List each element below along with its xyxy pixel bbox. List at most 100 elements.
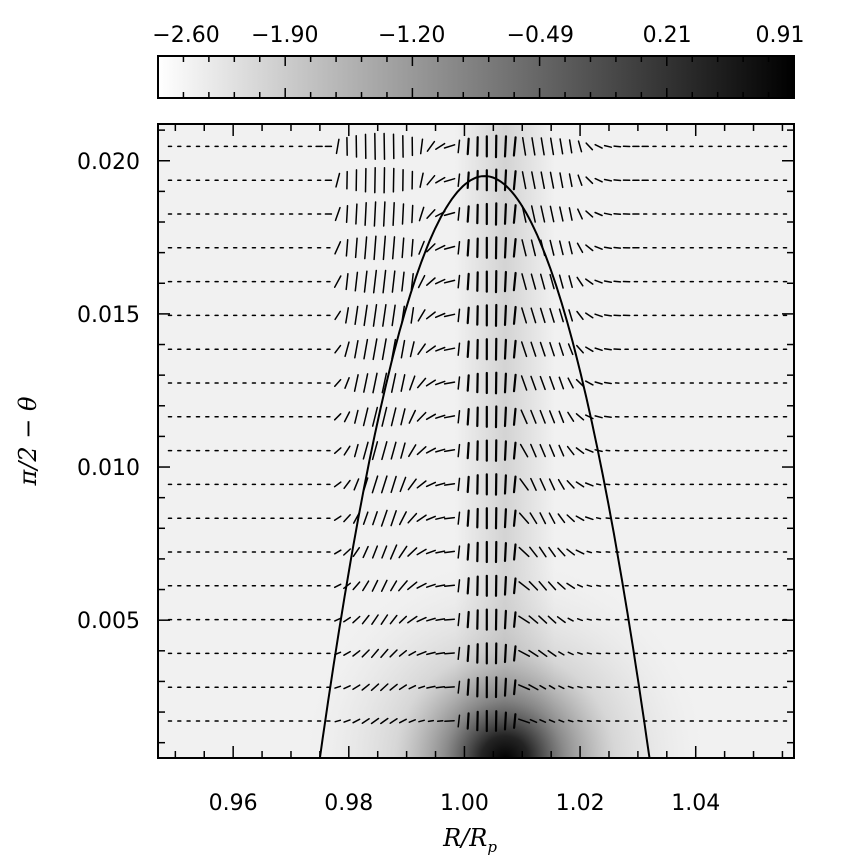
vector-arrow [345, 204, 349, 224]
vector-arrow [567, 685, 574, 689]
vector-arrow [401, 271, 405, 292]
vector-arrow [426, 651, 436, 656]
vector-arrow [518, 581, 530, 591]
colorbar-tick-labels: −2.60 −1.90 −1.20 −0.49 0.21 0.91 [152, 23, 804, 48]
vector-arrow [371, 475, 379, 494]
vector-arrow [407, 615, 418, 624]
vector-arrow [585, 312, 594, 319]
vector-arrow [613, 280, 622, 283]
vector-arrow [503, 643, 507, 664]
vector-arrow [539, 307, 546, 324]
vector-arrow [410, 272, 414, 291]
vector-arrow [530, 341, 537, 357]
y-tick-labels: 0.005 0.010 0.015 0.020 [77, 150, 140, 634]
vector-arrow [594, 381, 603, 385]
vector-arrow [343, 479, 351, 490]
vector-arrow [576, 618, 584, 622]
vector-arrow [595, 483, 602, 486]
vector-arrow [418, 206, 425, 222]
vector-arrow [557, 513, 566, 524]
vector-arrow [466, 678, 470, 696]
vector-arrow [548, 444, 556, 457]
vector-arrow [466, 610, 470, 629]
vector-arrow [503, 338, 507, 360]
vector-arrow [520, 409, 528, 425]
vector-arrow [443, 347, 456, 351]
vector-arrow [538, 546, 547, 558]
vector-arrow [512, 577, 517, 595]
vector-arrow [416, 480, 427, 489]
vector-arrow [549, 137, 555, 156]
vector-arrow [503, 203, 507, 225]
vector-arrow [381, 338, 387, 361]
vector-arrow [457, 477, 461, 492]
vector-arrow [380, 614, 389, 625]
vector-arrow [334, 617, 342, 622]
vector-arrow [380, 579, 388, 592]
vector-arrow [558, 444, 565, 457]
vector-arrow [512, 238, 517, 258]
vector-arrow [512, 509, 517, 527]
vector-arrow [457, 139, 461, 154]
vector-arrow [503, 474, 507, 495]
vector-arrow [354, 271, 359, 292]
vector-arrow [567, 377, 574, 389]
vector-arrow [457, 646, 461, 661]
vector-arrow [408, 684, 417, 690]
vector-arrow [399, 476, 407, 493]
vector-arrow [410, 238, 414, 257]
vector-arrow [457, 274, 461, 289]
vector-arrow [521, 273, 527, 291]
vector-arrow [401, 237, 405, 259]
vector-arrow [443, 381, 456, 385]
vector-arrow [457, 308, 461, 323]
vector-arrow [520, 375, 528, 391]
vector-arrow [443, 449, 456, 453]
vector-arrow [466, 441, 470, 460]
vector-arrow [398, 649, 408, 657]
colorbar-tick-label: −1.90 [251, 23, 318, 48]
vector-arrow [417, 274, 426, 289]
vector-arrow [539, 375, 546, 391]
vector-arrow [577, 719, 583, 723]
vector-arrow [435, 618, 446, 622]
vector-arrow [443, 245, 456, 250]
vector-arrow [575, 447, 585, 455]
vector-arrow [443, 279, 456, 284]
vector-arrow [400, 442, 406, 459]
vector-arrow [548, 684, 556, 690]
vector-arrow [390, 510, 397, 527]
vector-arrow [370, 683, 380, 692]
vector-arrow [410, 307, 415, 324]
vector-arrow [418, 685, 426, 689]
vector-arrow [567, 411, 575, 422]
vector-arrow [466, 205, 470, 223]
vector-arrow [519, 443, 529, 458]
vector-arrow [353, 443, 359, 458]
vector-arrow [512, 611, 517, 628]
vector-arrow [418, 719, 425, 723]
y-axis-title: π/2 − θ [14, 396, 42, 486]
vector-arrow [613, 145, 622, 148]
vector-arrow [518, 684, 531, 691]
vector-arrow [333, 413, 342, 421]
vector-arrow [557, 478, 565, 490]
vector-arrow [434, 312, 446, 319]
vector-arrow [435, 380, 446, 386]
vector-arrow [362, 580, 370, 592]
vector-arrow [334, 344, 342, 354]
vector-arrow [558, 685, 565, 690]
vector-arrow [354, 305, 359, 326]
vector-arrow [354, 339, 359, 359]
vector-arrow [576, 584, 584, 588]
vector-arrow [549, 273, 555, 290]
vector-arrow [503, 440, 507, 461]
vector-arrow [577, 685, 583, 689]
vector-arrow [343, 548, 352, 556]
vector-arrow [540, 205, 546, 223]
vector-arrow [567, 617, 574, 622]
vector-arrow [373, 235, 377, 261]
vector-arrow [398, 615, 408, 624]
vector-arrow [539, 512, 547, 525]
vector-arrow [566, 445, 575, 456]
